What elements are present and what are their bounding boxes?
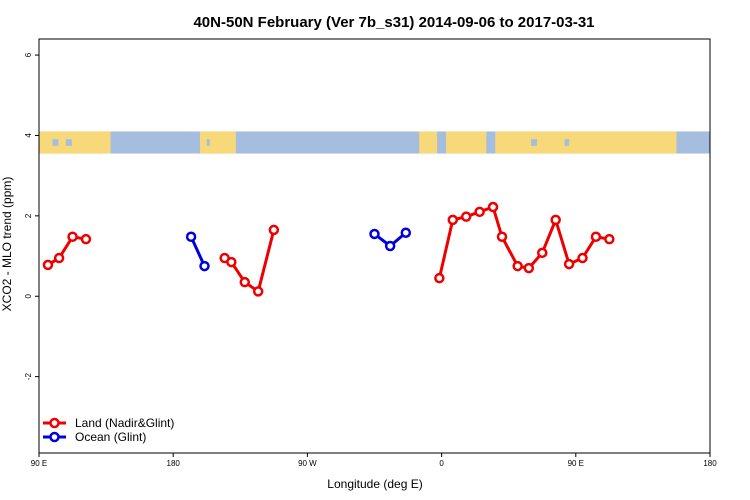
map-land [446,131,487,154]
legend-label: Land (Nadir&Glint) [75,416,174,430]
x-tick-label: 180 [167,459,181,468]
map-water [206,139,210,146]
data-point [199,260,210,272]
data-point [512,260,523,272]
y-tick-label: 4 [24,133,33,138]
data-point [67,231,78,243]
data-point [537,247,548,259]
data-point [590,231,602,243]
series-line [189,236,206,267]
data-point [487,201,499,213]
plot-area [38,38,711,454]
data-point [239,276,251,288]
map-water [564,139,570,146]
data-point [434,272,445,284]
x-tick-label: 90 W [298,459,317,468]
data-point [577,252,588,264]
legend-marker [49,417,60,429]
series-layer [42,201,615,297]
map-water [65,139,72,146]
map-land [200,131,236,154]
y-tick-label: -2 [24,373,33,381]
series-line [47,235,87,267]
map-land [419,131,438,154]
data-point [447,214,459,226]
y-tick-label: 0 [24,293,33,298]
legend: Land (Nadir&Glint)Ocean (Glint) [43,416,174,444]
data-point [523,262,535,274]
data-point [496,231,508,243]
y-axis-label: XCO2 - MLO trend (ppm) [0,177,14,312]
data-point [185,231,197,243]
data-point [42,259,54,271]
map-water [52,139,59,146]
x-tick-label: 90 E [568,459,584,468]
x-tick-label: 180 [703,459,717,468]
y-tick-label: 2 [24,213,33,218]
data-point [252,286,264,297]
x-axis-label: Longitude (deg E) [327,477,422,491]
x-tick-label: 0 [439,459,444,468]
x-axis: 90 E 180 90 W 0 90 E 180 [31,453,717,468]
data-point [226,256,237,268]
data-point [474,206,485,218]
data-point [369,228,380,240]
data-point [604,233,615,245]
map-land [39,131,111,154]
y-tick-label: 6 [24,52,33,57]
data-point [400,227,412,238]
data-point [80,233,92,245]
y-axis: 6 4 2 0 -2 [24,52,39,380]
data-point [53,252,65,264]
series-land [42,201,615,297]
data-point [268,224,280,236]
legend-label: Ocean (Glint) [75,430,146,444]
map-water [531,139,538,146]
chart-title: 40N-50N February (Ver 7b_s31) 2014-09-06… [193,14,594,31]
series-ocean [185,227,412,272]
world-map-band [39,131,710,154]
x-tick-label: 90 E [31,459,47,468]
map-land [495,131,677,154]
data-point [460,211,472,222]
legend-marker [49,431,60,443]
data-point [550,214,561,226]
data-point [563,258,575,270]
data-point [384,240,396,252]
